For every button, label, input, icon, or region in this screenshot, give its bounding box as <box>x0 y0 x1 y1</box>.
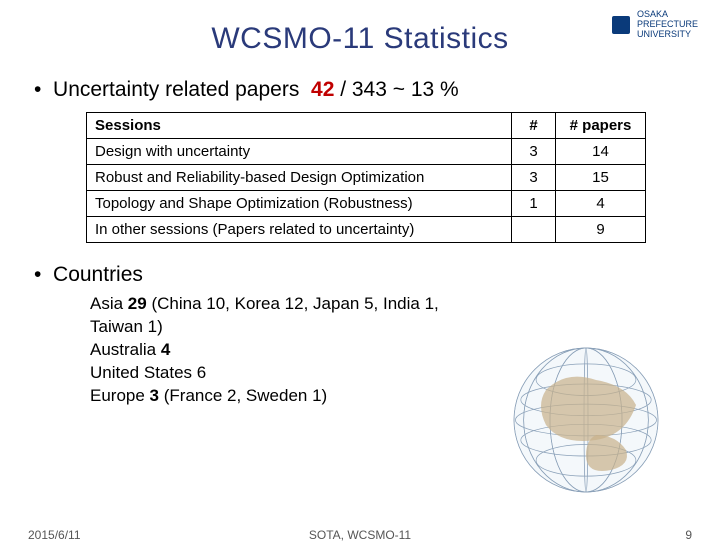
table-row: Robust and Reliability-based Design Opti… <box>87 165 646 191</box>
cell-session: Topology and Shape Optimization (Robustn… <box>87 191 512 217</box>
cell-num: 1 <box>512 191 556 217</box>
countries-line: United States 6 <box>90 362 470 385</box>
sessions-table: Sessions # # papers Design with uncertai… <box>86 112 646 243</box>
cell-papers: 9 <box>556 217 646 243</box>
page-title: WCSMO-11 Statistics <box>28 22 692 56</box>
stat-highlight: 42 <box>311 78 334 101</box>
logo-line2: PREFECTURE <box>637 19 698 29</box>
cell-papers: 4 <box>556 191 646 217</box>
table-row: Topology and Shape Optimization (Robustn… <box>87 191 646 217</box>
cell-papers: 14 <box>556 139 646 165</box>
cell-session: In other sessions (Papers related to unc… <box>87 217 512 243</box>
col-papers: # papers <box>556 113 646 139</box>
countries-heading: Countries <box>53 263 143 286</box>
countries-line: Australia 4 <box>90 339 470 362</box>
globe-map-icon <box>486 340 686 500</box>
table-row: In other sessions (Papers related to unc… <box>87 217 646 243</box>
table-header-row: Sessions # # papers <box>87 113 646 139</box>
logo-line1: OSAKA <box>637 9 668 19</box>
logo-mark-icon <box>612 16 630 34</box>
cell-session: Robust and Reliability-based Design Opti… <box>87 165 512 191</box>
stat-prefix: Uncertainty related papers <box>53 78 305 101</box>
cell-num <box>512 217 556 243</box>
col-num: # <box>512 113 556 139</box>
stat-bullet: • Uncertainty related papers 42 / 343 ~ … <box>34 78 692 102</box>
table-row: Design with uncertainty314 <box>87 139 646 165</box>
university-logo: OSAKA PREFECTURE UNIVERSITY <box>612 10 698 40</box>
countries-bullet: • Countries <box>34 263 692 287</box>
countries-line: Europe 3 (France 2, Sweden 1) <box>90 385 470 408</box>
slide: OSAKA PREFECTURE UNIVERSITY WCSMO-11 Sta… <box>0 0 720 540</box>
cell-num: 3 <box>512 165 556 191</box>
cell-papers: 15 <box>556 165 646 191</box>
cell-session: Design with uncertainty <box>87 139 512 165</box>
col-sessions: Sessions <box>87 113 512 139</box>
logo-line3: UNIVERSITY <box>637 29 691 39</box>
stat-suffix: / 343 ~ 13 % <box>334 78 458 101</box>
cell-num: 3 <box>512 139 556 165</box>
countries-line: Asia 29 (China 10, Korea 12, Japan 5, In… <box>90 293 470 339</box>
countries-block: Asia 29 (China 10, Korea 12, Japan 5, In… <box>90 293 470 408</box>
table-body: Design with uncertainty314Robust and Rel… <box>87 139 646 243</box>
